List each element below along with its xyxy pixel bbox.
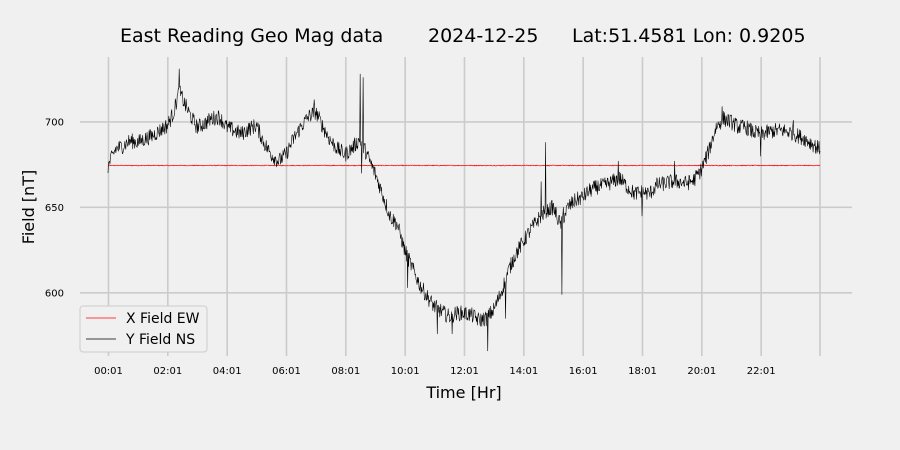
series-line-x-field xyxy=(107,164,821,167)
grid-lines xyxy=(80,57,852,356)
x-tick-label: 10:01 xyxy=(391,366,420,377)
chart-title-name: East Reading Geo Mag data xyxy=(120,25,383,47)
x-tick-label: 04:01 xyxy=(213,366,242,377)
legend: X Field EW Y Field NS xyxy=(79,305,208,353)
x-tick-label: 18:01 xyxy=(628,366,657,377)
x-tick-label: 16:01 xyxy=(569,366,598,377)
y-tick-label: 650 xyxy=(45,203,64,214)
x-tick-label: 00:01 xyxy=(94,366,123,377)
y-tick-label: 700 xyxy=(45,117,64,128)
x-tick-label: 14:01 xyxy=(509,366,538,377)
data-series xyxy=(107,68,821,352)
series-line-y-field xyxy=(107,68,821,352)
x-tick-label: 06:01 xyxy=(272,366,301,377)
x-tick-label: 08:01 xyxy=(331,366,360,377)
legend-label-x-field: X Field EW xyxy=(126,311,200,327)
legend-label-y-field: Y Field NS xyxy=(125,332,195,348)
x-axis-label: Time [Hr] xyxy=(425,383,501,402)
x-tick-label: 22:01 xyxy=(747,366,776,377)
x-tick-label: 12:01 xyxy=(450,366,479,377)
chart-title-date: 2024-12-25 xyxy=(428,25,538,47)
legend-box xyxy=(79,305,208,353)
tick-labels: 600 650 700 00:01 02:01 04:01 06:01 08:01 10:01 1… xyxy=(45,117,776,377)
x-tick-label: 20:01 xyxy=(687,366,716,377)
y-axis-label: Field [nT] xyxy=(19,170,38,244)
chart-title-location: Lat:51.4581 Lon: 0.9205 xyxy=(572,25,806,47)
y-tick-label: 600 xyxy=(45,288,64,299)
x-tick-label: 02:01 xyxy=(153,366,182,377)
